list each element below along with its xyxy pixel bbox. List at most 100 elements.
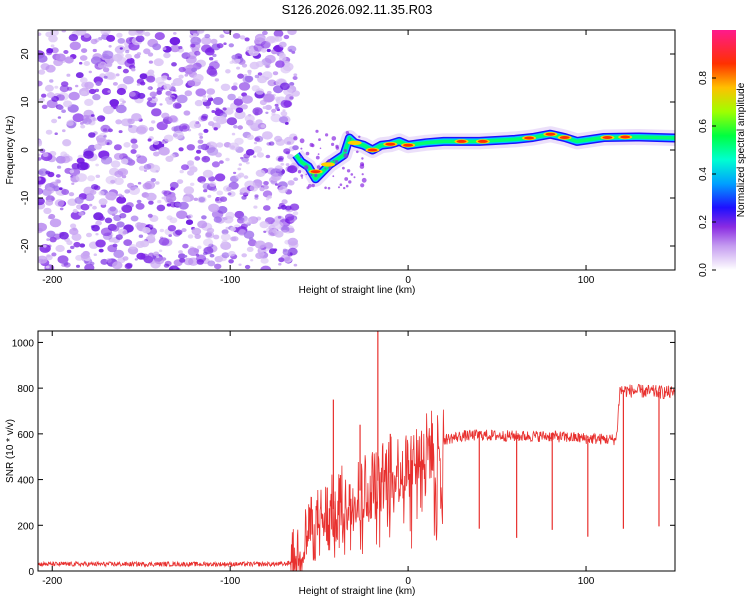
noise-blob <box>111 225 120 232</box>
noise-blob <box>54 132 58 135</box>
noise-blob <box>239 35 246 40</box>
snr-y-axis-label: SNR (10 * v/v) <box>5 419 16 483</box>
ridge-scatter-dot <box>305 173 308 176</box>
noise-blob <box>191 67 198 73</box>
noise-blob <box>171 62 177 67</box>
noise-blob <box>66 120 74 126</box>
noise-blob <box>98 215 105 221</box>
noise-blob <box>231 132 236 136</box>
noise-blob <box>178 66 186 73</box>
noise-blob <box>45 265 50 269</box>
noise-blob <box>200 143 210 151</box>
noise-blob <box>130 149 137 154</box>
ridge-scatter-dot <box>300 147 303 150</box>
noise-blob <box>282 109 286 112</box>
noise-blob <box>207 260 216 267</box>
ridge-scatter-dot <box>358 135 361 138</box>
ridge-scatter-dot <box>306 166 309 169</box>
ridge-hotspot <box>349 141 360 145</box>
noise-blob <box>68 34 79 42</box>
noise-blob <box>71 233 82 241</box>
x-tick-label: -100 <box>220 576 240 587</box>
noise-blob <box>144 180 156 190</box>
noise-blob <box>170 82 177 87</box>
ridge-scatter-dot <box>301 177 303 179</box>
noise-blob <box>237 96 242 100</box>
noise-blob <box>274 183 279 186</box>
noise-blob <box>48 213 56 220</box>
noise-blob <box>233 98 244 106</box>
noise-blob <box>110 160 121 168</box>
noise-blob <box>225 157 230 162</box>
noise-blob <box>131 113 142 122</box>
noise-blob <box>151 120 156 124</box>
noise-blob <box>273 30 284 38</box>
noise-blob <box>266 198 270 201</box>
noise-blob <box>194 156 201 161</box>
noise-blob <box>74 196 84 204</box>
noise-blob <box>285 151 290 155</box>
noise-blob <box>97 137 108 146</box>
noise-blob <box>292 145 299 151</box>
noise-blob <box>128 124 133 128</box>
ridge-scatter-dot <box>299 155 302 158</box>
y-tick-label: 200 <box>17 521 34 532</box>
noise-blob <box>182 243 189 249</box>
ridge-hotspot <box>545 132 556 136</box>
noise-blob <box>278 185 288 194</box>
noise-blob <box>278 116 289 124</box>
noise-blob <box>233 171 237 175</box>
noise-blob <box>81 82 89 88</box>
noise-blob <box>139 73 148 80</box>
noise-blob <box>92 48 97 53</box>
noise-blob <box>161 196 165 200</box>
noise-blob <box>219 160 224 164</box>
noise-blob <box>179 169 184 174</box>
noise-blob <box>293 73 298 77</box>
noise-blob <box>82 114 90 120</box>
ridge-scatter-dot <box>318 138 321 142</box>
noise-blob <box>70 223 77 229</box>
noise-blob <box>115 73 120 77</box>
noise-blob <box>266 48 271 53</box>
noise-blob <box>221 252 230 259</box>
noise-blob <box>204 47 215 56</box>
noise-blob <box>68 192 75 197</box>
noise-blob <box>59 231 69 240</box>
ridge-scatter-dot <box>338 186 340 189</box>
noise-blob <box>116 52 124 59</box>
noise-blob <box>175 153 179 157</box>
noise-blob <box>72 208 78 213</box>
noise-blob <box>80 203 90 211</box>
noise-blob <box>152 140 160 146</box>
noise-blob <box>198 197 206 203</box>
noise-blob <box>131 143 139 150</box>
noise-blob <box>253 205 258 209</box>
noise-blob <box>126 57 135 64</box>
noise-blob <box>84 263 95 270</box>
noise-blob <box>38 183 42 188</box>
noise-blob <box>118 210 122 213</box>
noise-blob <box>116 87 126 96</box>
heatmap-x-axis-label: Height of straight line (km) <box>299 285 416 296</box>
x-tick-label: 100 <box>578 275 595 286</box>
noise-blob <box>246 134 254 140</box>
ridge-scatter-dot <box>349 138 352 140</box>
noise-blob <box>136 252 146 260</box>
noise-blob <box>176 267 181 270</box>
noise-blob <box>38 80 43 87</box>
colorbar-ticks: 0.0 0.2 0.4 0.6 0.8 <box>698 71 716 277</box>
noise-blob <box>203 128 209 133</box>
noise-blob <box>122 230 128 235</box>
noise-blob <box>100 30 111 36</box>
ridge-hotspot <box>385 142 396 146</box>
ridge-hotspot <box>524 136 535 140</box>
noise-blob <box>223 215 234 224</box>
noise-blob <box>71 182 75 185</box>
noise-blob <box>136 52 142 56</box>
noise-blob <box>116 221 125 228</box>
noise-blob <box>130 138 138 144</box>
ridge-scatter-dot <box>309 142 314 147</box>
noise-blob <box>262 71 273 80</box>
noise-blob <box>49 218 62 228</box>
